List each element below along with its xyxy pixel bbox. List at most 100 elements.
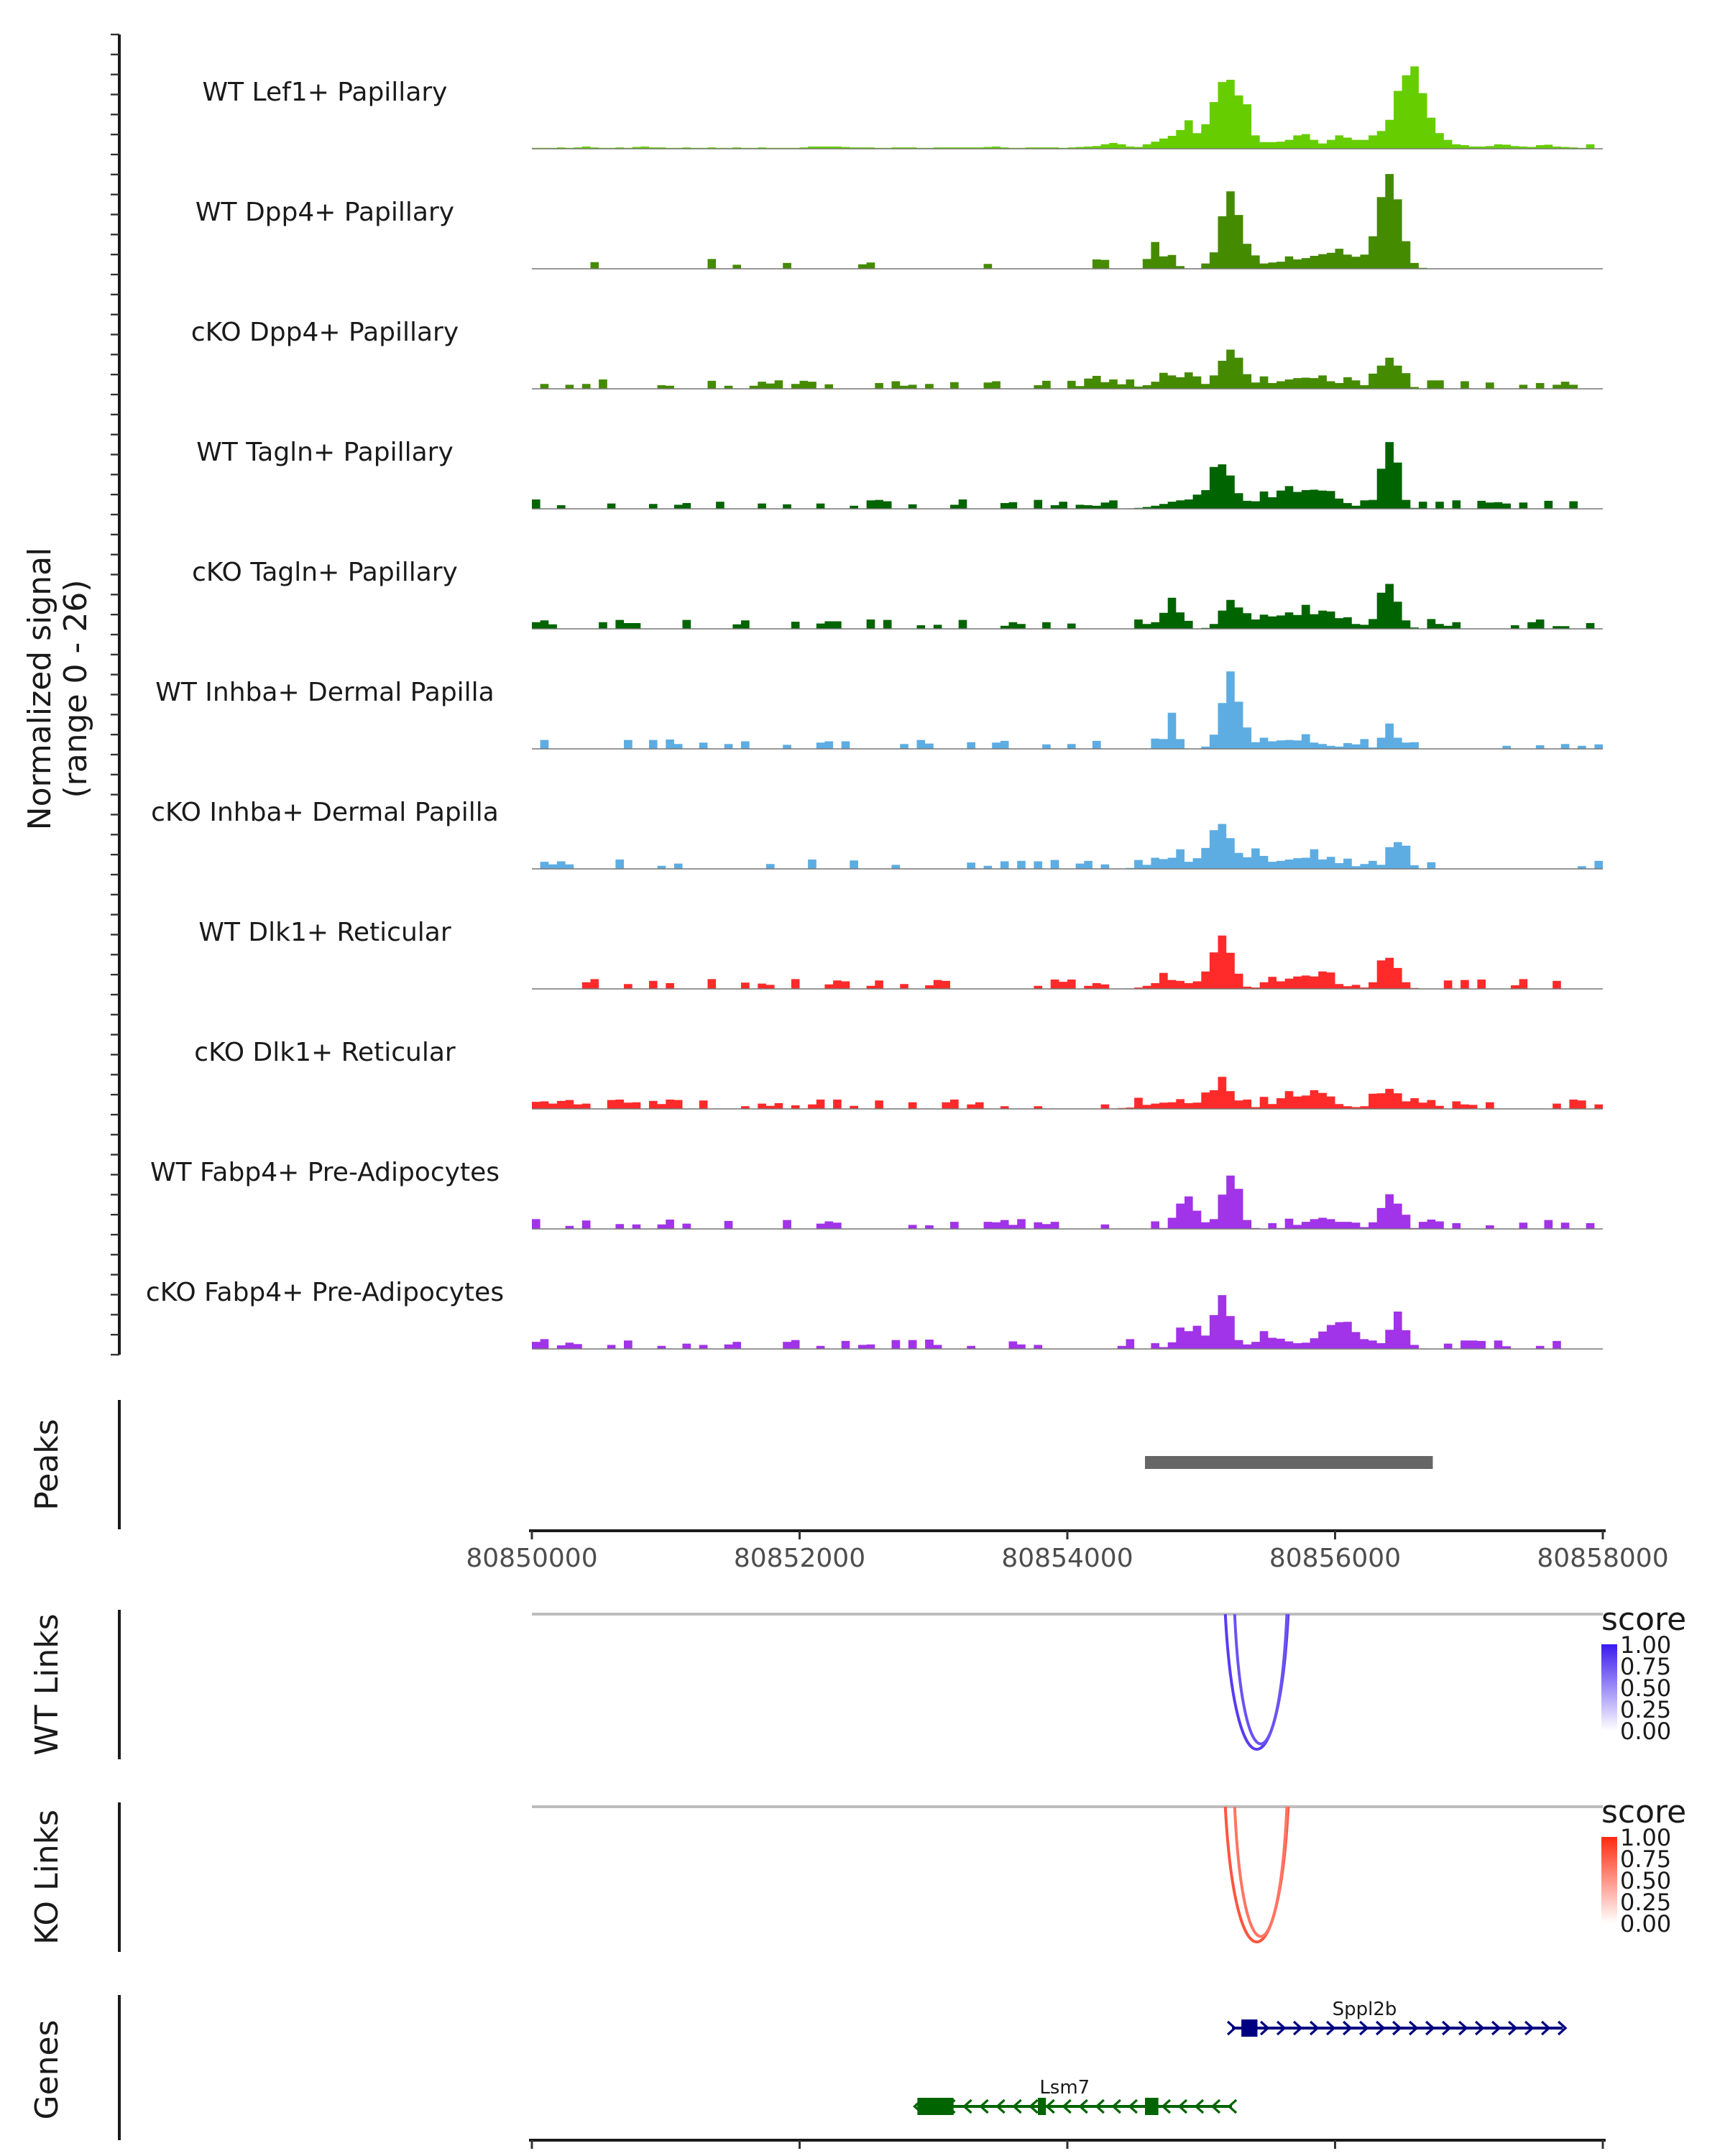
track-label: WT Lef1+ Papillary <box>203 78 448 107</box>
strand-arrow <box>1409 2020 1419 2036</box>
exon-block <box>1038 2098 1046 2115</box>
x-axis-tick-label: 80852000 <box>734 1544 865 1573</box>
x-axis-tick-label: 80856000 <box>1269 1544 1401 1573</box>
track-label: WT Inhba+ Dermal Papilla <box>155 678 494 707</box>
x-axis-tick-label: 80858000 <box>1537 1544 1668 1573</box>
coverage-area <box>532 349 1603 389</box>
genes-panel-title: Genes <box>29 2019 65 2119</box>
strand-arrow <box>1326 2020 1336 2036</box>
coverage-area <box>532 1077 1603 1109</box>
legend-tick-label: 0.25 <box>1620 1889 1671 1916</box>
exon-block <box>1145 2098 1159 2115</box>
strand-arrow <box>1310 2020 1320 2036</box>
coverage-area <box>532 442 1603 509</box>
x-axis-tick-label: 80854000 <box>1001 1544 1133 1573</box>
coverage-area <box>532 174 1603 269</box>
track-label: cKO Dlk1+ Reticular <box>194 1038 456 1067</box>
strand-arrow <box>979 2099 989 2114</box>
strand-arrow <box>1128 2099 1138 2114</box>
strand-arrow <box>1260 2020 1270 2036</box>
legend-tick-label: 1.00 <box>1620 1631 1671 1659</box>
strand-arrow <box>1558 2020 1568 2036</box>
legend-colorbar <box>1601 1837 1617 1923</box>
strand-arrow <box>1343 2020 1353 2036</box>
legend-tick-label: 0.25 <box>1620 1696 1671 1723</box>
strand-arrow <box>1161 2099 1172 2114</box>
gene-name-label: Lsm7 <box>1039 2077 1090 2099</box>
strand-arrow <box>1458 2020 1468 2036</box>
coverage-area <box>532 1175 1603 1229</box>
strand-arrow <box>1359 2020 1369 2036</box>
strand-arrow <box>962 2099 972 2114</box>
strand-arrow <box>1227 2020 1237 2036</box>
strand-arrow <box>1062 2099 1072 2114</box>
strand-arrow <box>1442 2020 1452 2036</box>
strand-arrow <box>1276 2020 1287 2036</box>
legend-title: score <box>1601 1794 1686 1830</box>
legend-colorbar <box>1601 1644 1617 1731</box>
legend-title: score <box>1601 1601 1686 1638</box>
strand-arrow <box>1508 2020 1518 2036</box>
x-axis-tick-label: 80850000 <box>466 2153 597 2156</box>
strand-arrow <box>1524 2020 1535 2036</box>
genes-panel: Genes Sppl2b Lsm7 80850000 80852000 80854000 8… <box>29 1995 1669 2156</box>
exon-block <box>1241 2019 1258 2037</box>
legend-tick-label: 0.75 <box>1620 1653 1671 1680</box>
link-arc <box>1233 1806 1289 1938</box>
track-label: WT Dlk1+ Reticular <box>198 918 451 947</box>
legend-tick-label: 0.50 <box>1620 1674 1671 1702</box>
coverage-area <box>532 584 1603 629</box>
peak-region <box>1145 1456 1433 1469</box>
track-label: WT Dpp4+ Papillary <box>196 198 454 227</box>
track-label: cKO Fabp4+ Pre-Adipocytes <box>146 1278 504 1307</box>
track-label: WT Tagln+ Papillary <box>196 438 454 467</box>
legend-tick-label: 0.50 <box>1620 1867 1671 1894</box>
coverage-area <box>532 824 1603 869</box>
strand-arrow <box>1078 2099 1088 2114</box>
legend-tick-label: 0.00 <box>1620 1910 1671 1938</box>
strand-arrow <box>1541 2020 1551 2036</box>
strand-arrow <box>1210 2099 1221 2114</box>
gene-name-label: Sppl2b <box>1333 1999 1397 2020</box>
links-panel-title: WT Links <box>29 1613 65 1755</box>
strand-arrow <box>1045 2099 1055 2114</box>
coverage-area <box>532 66 1603 149</box>
link-arc <box>1233 1613 1289 1746</box>
strand-arrow <box>1491 2020 1501 2036</box>
coverage-area <box>532 935 1603 989</box>
strand-arrow <box>1095 2099 1105 2114</box>
strand-arrow <box>1293 2020 1303 2036</box>
strand-arrow <box>1177 2099 1188 2114</box>
x-axis-tick-label: 80858000 <box>1537 2153 1668 2156</box>
strand-arrow <box>1227 2099 1238 2114</box>
strand-arrow <box>1194 2099 1205 2114</box>
coverage-y-axis-range: (range 0 - 26) <box>58 579 94 798</box>
coverage-panel: Normalized signal (range 0 - 26) WT Lef1+ … <box>22 33 1603 1356</box>
legend-tick-label: 0.00 <box>1620 1718 1671 1745</box>
exon-block <box>917 2098 954 2115</box>
coverage-area <box>532 1295 1603 1349</box>
track-label: WT Fabp4+ Pre-Adipocytes <box>150 1158 500 1187</box>
peaks-panel: Peaks 80850000 80852000 80854000 80856000 808… <box>29 1400 1669 1573</box>
strand-arrow <box>1029 2099 1039 2114</box>
track-label: cKO Inhba+ Dermal Papilla <box>151 798 499 827</box>
legend-tick-label: 1.00 <box>1620 1824 1671 1851</box>
coverage-area <box>532 671 1603 749</box>
x-axis-tick-label: 80852000 <box>734 2153 865 2156</box>
legend-tick-label: 0.75 <box>1620 1846 1671 1873</box>
strand-arrow <box>1475 2020 1485 2036</box>
strand-arrow <box>1376 2020 1386 2036</box>
x-axis-tick-label: 80854000 <box>1001 2153 1133 2156</box>
coverage-y-axis-title: Normalized signal <box>22 548 58 831</box>
strand-arrow <box>1392 2020 1402 2036</box>
track-label: cKO Tagln+ Papillary <box>192 558 458 587</box>
x-axis-tick-label: 80850000 <box>466 1544 597 1573</box>
strand-arrow <box>995 2099 1006 2114</box>
strand-arrow <box>1111 2099 1121 2114</box>
links-panel-title: KO Links <box>29 1810 65 1945</box>
peaks-panel-title: Peaks <box>29 1419 65 1510</box>
strand-arrow <box>1012 2099 1022 2114</box>
x-axis-tick-label: 80856000 <box>1269 2153 1401 2156</box>
